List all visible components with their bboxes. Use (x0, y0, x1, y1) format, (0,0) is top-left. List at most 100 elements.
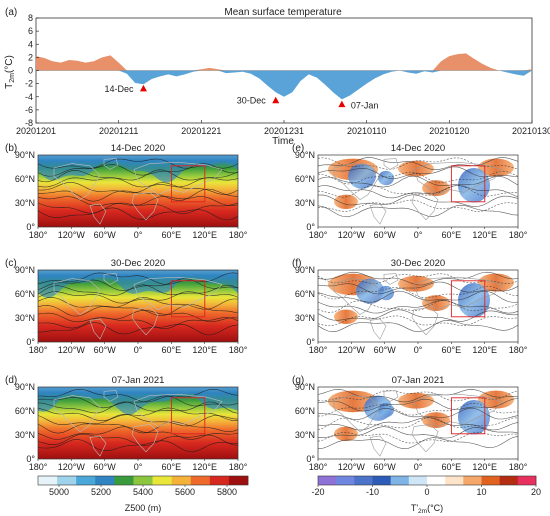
event-label: 30-Dec (237, 96, 267, 106)
lon-tick-label: 120°W (338, 345, 366, 355)
colorbar-swatch (228, 476, 249, 485)
trough-region (38, 155, 238, 183)
lat-tick-label: 30°N (295, 313, 315, 323)
lon-tick-label: 120°E (192, 230, 217, 240)
annotations: 14-Dec 30-Dec 07-Jan (104, 84, 378, 111)
lat-tick-label: 90°N (295, 265, 315, 275)
positive-anomaly-area (36, 53, 532, 71)
lat-tick-label: 30°N (15, 313, 35, 323)
panel-title: 07-Jan 2021 (392, 375, 445, 386)
x-axis-label: Time (272, 136, 294, 147)
coastline (411, 307, 439, 336)
lon-tick-label: 120°E (472, 345, 497, 355)
coastline (131, 424, 159, 453)
coastline (53, 163, 101, 200)
z500-colorbar: 5000 5200 5400 5600 5800 (37, 475, 249, 497)
x-tick-label: 20210120 (429, 126, 469, 136)
lon-tick-label: 60°E (162, 230, 182, 240)
panel-title: 14-Dec 2020 (391, 143, 445, 154)
lat-tick-label: 0° (26, 454, 35, 464)
lat-tick-label: 90°N (295, 150, 315, 160)
colorbar-tick-label: 5800 (217, 487, 237, 497)
coastline (383, 273, 399, 285)
x-tick-label: 20210110 (347, 126, 386, 136)
y-tick-label: 6 (28, 26, 33, 36)
colorbar-swatch (427, 476, 446, 485)
x-tick-label: 20201221 (181, 126, 221, 136)
trough-region (38, 387, 238, 415)
colorbar-tick-label: 5600 (175, 487, 195, 497)
warm-anomaly (422, 295, 450, 312)
lat-tick-label: 90°N (15, 382, 35, 392)
colorbar-swatch (114, 476, 134, 485)
panel-title: 07-Jan 2021 (112, 375, 165, 386)
event-label: 14-Dec (104, 84, 134, 94)
panel-label: (b) (5, 143, 17, 154)
coastline (133, 393, 223, 427)
z500-colorbar-label: Z500 (m) (125, 503, 162, 513)
lon-tick-label: 120°W (58, 462, 86, 472)
lon-tick-label: 60°W (94, 230, 117, 240)
trough-region (38, 270, 238, 299)
coastline (413, 276, 503, 310)
event-label: 07-Jan (351, 101, 379, 111)
colorbar-swatch (38, 476, 58, 485)
lon-tick-label: 180° (229, 462, 248, 472)
lon-tick-label: 180° (309, 230, 328, 240)
lon-tick-label: 180° (229, 345, 248, 355)
lon-tick-label: 180° (29, 462, 48, 472)
colorbar-tick-label: -10 (366, 487, 379, 497)
coastline (133, 161, 223, 195)
y-tick-label: 8 (28, 13, 33, 23)
colorbar-tick-label: 5000 (49, 487, 69, 497)
contour-line (317, 389, 519, 402)
colorbar-tick-label: 5400 (133, 487, 153, 497)
panel-label: (d) (5, 375, 17, 386)
lon-tick-label: 180° (309, 462, 328, 472)
lon-tick-label: 60°W (374, 230, 397, 240)
contour-line (37, 439, 238, 453)
lon-tick-label: 60°E (442, 230, 462, 240)
lat-tick-label: 60°N (295, 174, 315, 184)
contour-line (317, 194, 519, 207)
lon-tick-label: 60°E (442, 345, 462, 355)
colorbar-swatch (354, 476, 373, 485)
panel-label: (g) (292, 375, 304, 386)
lat-tick-label: 0° (306, 454, 315, 464)
warm-anomaly (422, 412, 450, 429)
y-tick-label: 0 (28, 66, 33, 76)
focus-region-box (450, 165, 486, 203)
lon-tick-label: 180° (229, 230, 248, 240)
warm-anomaly (334, 194, 358, 209)
panel-label: (f) (292, 258, 301, 269)
cold-anomaly (378, 285, 394, 301)
lat-tick-label: 0° (26, 337, 35, 347)
negative-anomaly-area (36, 70, 532, 100)
lon-tick-label: 120°W (338, 230, 366, 240)
lon-tick-label: 120°W (338, 462, 366, 472)
colorbar-swatch (57, 476, 77, 485)
colorbar-swatch (318, 476, 337, 485)
lon-tick-label: 180° (509, 345, 528, 355)
panel-label: (c) (5, 258, 17, 269)
lat-tick-label: 30°N (295, 430, 315, 440)
colorbar-swatch (336, 476, 355, 485)
contour-line (37, 202, 239, 215)
colorbar-swatch (171, 476, 192, 485)
warm-anomaly (334, 309, 358, 324)
colorbar-swatch (390, 476, 410, 485)
t2m-colorbar-label: T'2m(°C) (411, 503, 443, 515)
colorbar-tick-label: 10 (476, 487, 486, 497)
lat-tick-label: 30°N (15, 198, 35, 208)
y-tick-label: -8 (25, 118, 33, 128)
lon-tick-label: 180° (29, 345, 48, 355)
x-axis-ticks: 20201201 20201211 20201221 20201231 20210110… (16, 120, 550, 136)
warm-anomaly (422, 180, 450, 197)
lon-tick-label: 0° (414, 230, 423, 240)
lon-tick-label: 120°E (472, 230, 497, 240)
y-axis-label: T2m(°C) (4, 55, 16, 89)
coastline (369, 318, 387, 340)
